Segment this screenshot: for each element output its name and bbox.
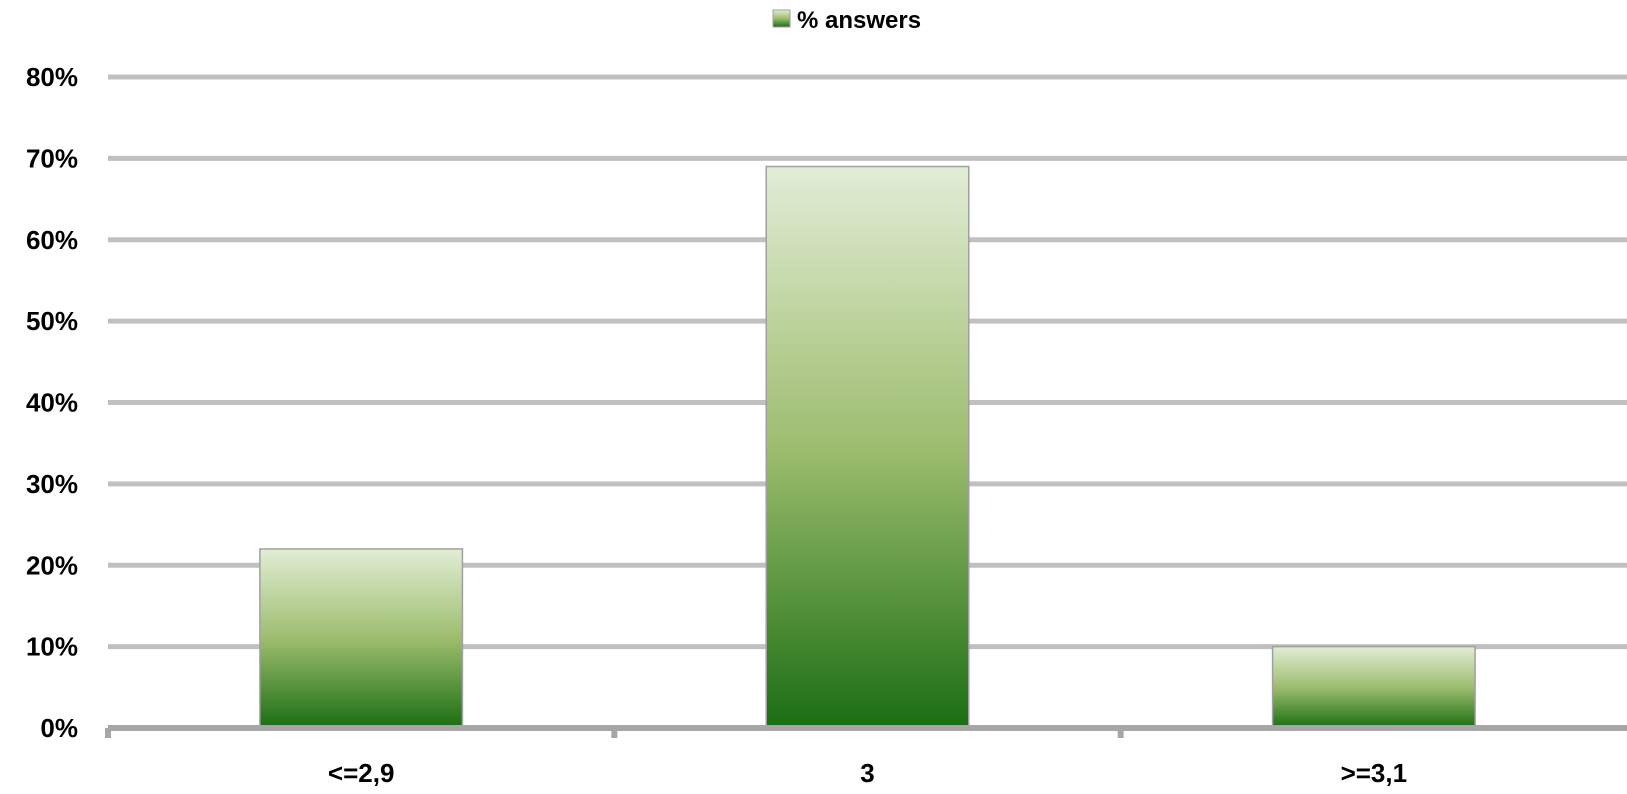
y-tick-label: 20%	[26, 550, 78, 580]
bar	[259, 548, 464, 729]
y-tick-label: 80%	[26, 62, 78, 92]
x-tick-label: 3	[860, 758, 874, 788]
y-axis-tick-labels: 0% 10% 20% 30% 40% 50% 60% 70% 80%	[26, 62, 78, 743]
y-tick-label: 50%	[26, 306, 78, 336]
legend: % answers	[772, 7, 921, 34]
bar	[1271, 645, 1476, 729]
y-tick-label: 60%	[26, 225, 78, 255]
y-tick-label: 0%	[40, 713, 78, 743]
bars	[259, 165, 1476, 729]
x-axis-tick-labels: <=2,9 3 >=3,1	[328, 758, 1407, 788]
y-tick-label: 40%	[26, 388, 78, 418]
bar	[765, 165, 970, 729]
x-tick-label: <=2,9	[328, 758, 395, 788]
y-tick-label: 70%	[26, 143, 78, 173]
x-axis	[105, 725, 1627, 738]
y-tick-label: 10%	[26, 632, 78, 662]
x-tick-label: >=3,1	[1341, 758, 1408, 788]
legend-swatch	[772, 9, 791, 28]
legend-label: % answers	[797, 7, 921, 34]
y-tick-label: 30%	[26, 469, 78, 499]
